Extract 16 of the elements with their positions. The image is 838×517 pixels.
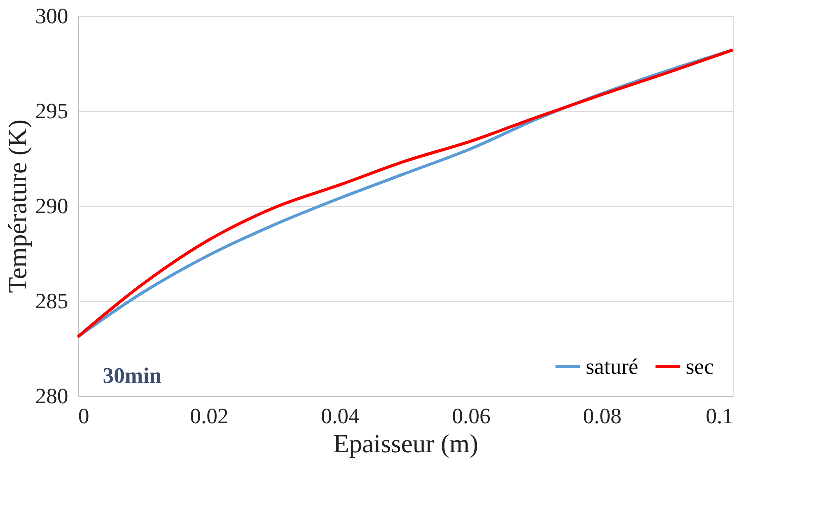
x-tick-label: 0.08 [583, 404, 622, 428]
x-tick-label: 0.02 [190, 404, 229, 428]
y-tick-label: 280 [36, 384, 68, 408]
y-tick-label: 290 [36, 194, 68, 218]
y-axis-title: Température (K) [4, 120, 32, 294]
y-tick-label: 295 [36, 98, 68, 124]
x-tick-label: 0 [78, 404, 90, 428]
annotation: 30min [103, 363, 162, 388]
x-tick-label: 0.06 [452, 404, 491, 428]
y-tick-label: 285 [36, 288, 68, 314]
x-tick-label: 0.1 [706, 404, 734, 428]
x-tick-label: 0.04 [321, 404, 360, 428]
y-tick-label: 300 [36, 4, 68, 28]
legend-label: saturé [586, 354, 639, 379]
x-axis-title: Epaisseur (m) [333, 430, 479, 458]
legend-label: sec [686, 354, 714, 379]
